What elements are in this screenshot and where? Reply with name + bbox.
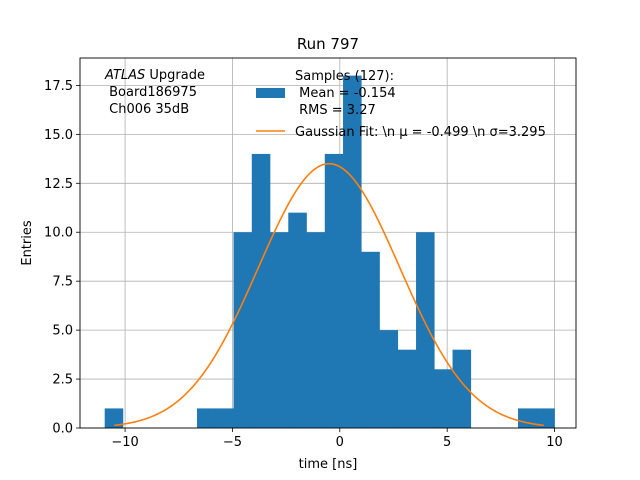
histogram-bar [379,330,399,428]
annotation-line-3: Ch006 35dB [105,102,189,117]
histogram-bar [233,232,253,428]
atlas-annotation: ATLAS Upgrade Board186975 Ch006 35dB [104,68,205,117]
histogram-bar [397,349,417,428]
histogram-bar [270,232,289,428]
histogram-bar [324,153,344,429]
annotation-line-2: Board186975 [105,85,197,100]
histogram-bar [518,408,537,428]
y-tick-label: 15.0 [44,128,73,143]
x-tick-label: −10 [111,435,138,450]
legend-histogram-label-3: RMS = 3.27 [295,103,376,118]
y-tick-label: 17.5 [44,79,73,94]
x-axis-label: time [ns] [299,457,358,472]
histogram-bar [361,251,380,428]
y-axis-ticks: 0.0 2.5 5.0 7.5 10.0 12.5 15.0 17.5 [44,79,80,437]
histogram-bar [343,75,362,428]
histogram-bar [306,232,326,428]
x-tick-label: 10 [546,435,563,450]
histogram-bar [452,349,472,428]
chart-title: Run 797 [297,35,359,53]
y-axis-label: Entries [20,220,35,266]
y-tick-label: 5.0 [52,324,73,339]
y-tick-label: 10.0 [44,226,73,241]
histogram-bar [215,408,234,428]
y-tick-label: 7.5 [52,275,73,290]
annotation-line-1: ATLAS Upgrade [104,68,205,83]
histogram-bar [197,408,216,428]
histogram-bar [288,212,307,428]
histogram-bar [536,408,555,428]
x-tick-label: 0 [336,435,344,450]
legend-histogram-swatch [256,88,285,98]
x-tick-label: 5 [443,435,451,450]
y-tick-label: 0.0 [52,422,73,437]
legend-histogram-label-2: Mean = -0.154 [295,86,396,101]
histogram-bar [251,153,271,429]
legend: Samples (127): Mean = -0.154 RMS = 3.27 … [256,69,546,140]
x-axis-ticks: −10 −5 0 5 10 [111,428,563,450]
gaussian-fit-curve [114,162,544,427]
x-tick-label: −5 [223,435,242,450]
legend-fit-label: Gaussian Fit: \n μ = -0.499 \n σ=3.295 [295,125,546,140]
y-tick-label: 12.5 [44,177,73,192]
annotation-upgrade: Upgrade [145,68,205,83]
legend-histogram-label-1: Samples (127): [295,69,394,84]
y-tick-label: 2.5 [52,373,73,388]
annotation-atlas: ATLAS [104,68,145,83]
histogram-bars [104,75,555,429]
histogram-bar [434,369,453,428]
histogram-bar [104,408,124,428]
histogram-bar [416,232,435,428]
plot-frame [79,57,577,429]
